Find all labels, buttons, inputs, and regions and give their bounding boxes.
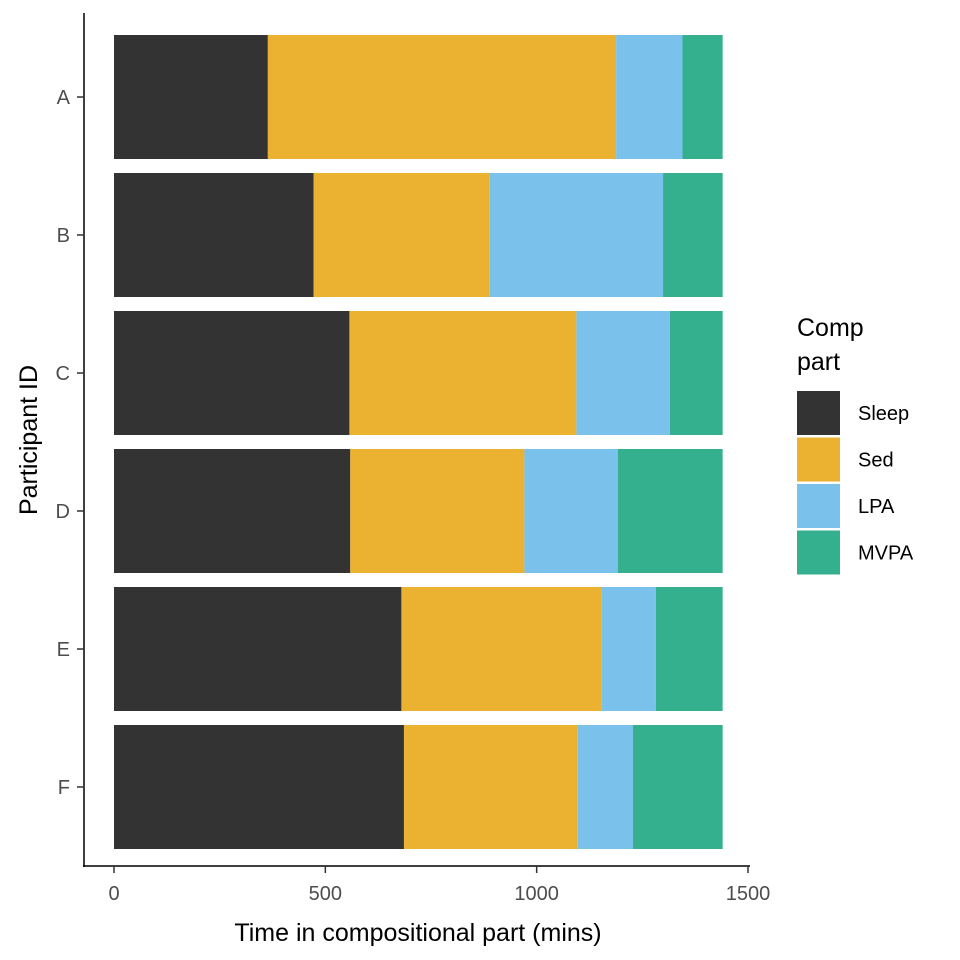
bar-c-lpa — [576, 311, 670, 435]
bars-layer — [114, 35, 723, 849]
bar-f-sleep — [114, 725, 404, 849]
y-tick-label: C — [56, 363, 70, 385]
bar-b-sleep — [114, 173, 314, 297]
bar-e-sed — [401, 587, 602, 711]
y-tick-label: A — [57, 87, 71, 109]
legend-key-sed — [797, 437, 840, 482]
bar-d-mvpa — [617, 449, 723, 573]
bar-d-sed — [350, 449, 525, 573]
bar-a-sleep — [114, 35, 268, 159]
legend-label-mvpa: MVPA — [858, 543, 914, 565]
bar-b-lpa — [489, 173, 664, 297]
bar-c-sed — [349, 311, 577, 435]
bar-e-lpa — [601, 587, 656, 711]
bar-b-mvpa — [663, 173, 723, 297]
x-tick-label: 1000 — [514, 883, 559, 905]
bar-f-mvpa — [633, 725, 723, 849]
y-tick-label: E — [57, 639, 70, 661]
bar-d-lpa — [524, 449, 618, 573]
legend-label-lpa: LPA — [858, 496, 895, 518]
y-axis-title: Participant ID — [15, 365, 43, 515]
y-tick-label: F — [58, 777, 70, 799]
legend-label-sed: Sed — [858, 450, 894, 472]
bar-e-mvpa — [655, 587, 723, 711]
x-axis-title: Time in compositional part (mins) — [234, 919, 601, 947]
bar-a-sed — [267, 35, 617, 159]
y-axis-ticks: A B C D E F — [56, 87, 84, 799]
legend-title-line-2: part — [797, 348, 840, 376]
x-tick-label: 1500 — [726, 883, 771, 905]
legend-key-lpa — [797, 484, 840, 528]
legend-key-sleep — [797, 391, 840, 435]
bar-c-mvpa — [669, 311, 723, 435]
bar-f-lpa — [577, 725, 634, 849]
legend: Comp part Sleep Sed LPA MVPA — [797, 314, 914, 575]
legend-items: Sleep Sed LPA MVPA — [797, 391, 914, 575]
y-tick-label: B — [57, 225, 70, 247]
x-tick-label: 0 — [108, 883, 119, 905]
bar-f-sed — [403, 725, 578, 849]
bar-a-mvpa — [682, 35, 723, 159]
legend-label-sleep: Sleep — [858, 403, 909, 425]
legend-title-line-1: Comp — [797, 314, 864, 342]
y-tick-label: D — [56, 501, 70, 523]
legend-key-mvpa — [797, 530, 840, 575]
bar-b-sed — [313, 173, 490, 297]
x-axis-ticks: 0 500 1000 1500 — [108, 866, 770, 905]
bar-a-lpa — [616, 35, 683, 159]
bar-c-sleep — [114, 311, 350, 435]
bar-d-sleep — [114, 449, 351, 573]
bar-e-sleep — [114, 587, 402, 711]
x-tick-label: 500 — [309, 883, 342, 905]
